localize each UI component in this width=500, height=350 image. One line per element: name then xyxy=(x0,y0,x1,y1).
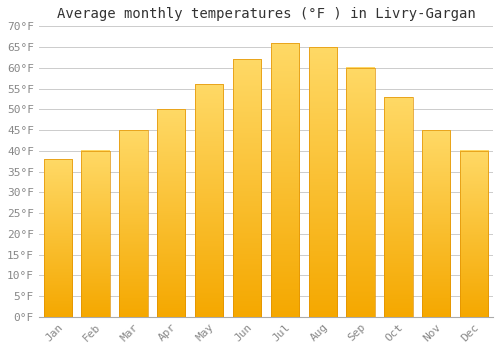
Bar xyxy=(82,151,110,317)
Bar xyxy=(422,130,450,317)
Bar xyxy=(384,97,412,317)
Bar xyxy=(308,47,337,317)
Bar xyxy=(460,151,488,317)
Bar xyxy=(157,109,186,317)
Bar xyxy=(44,159,72,317)
Bar xyxy=(119,130,148,317)
Bar xyxy=(195,84,224,317)
Title: Average monthly temperatures (°F ) in Livry-Gargan: Average monthly temperatures (°F ) in Li… xyxy=(56,7,476,21)
Bar xyxy=(346,68,375,317)
Bar xyxy=(233,60,261,317)
Bar xyxy=(270,43,299,317)
